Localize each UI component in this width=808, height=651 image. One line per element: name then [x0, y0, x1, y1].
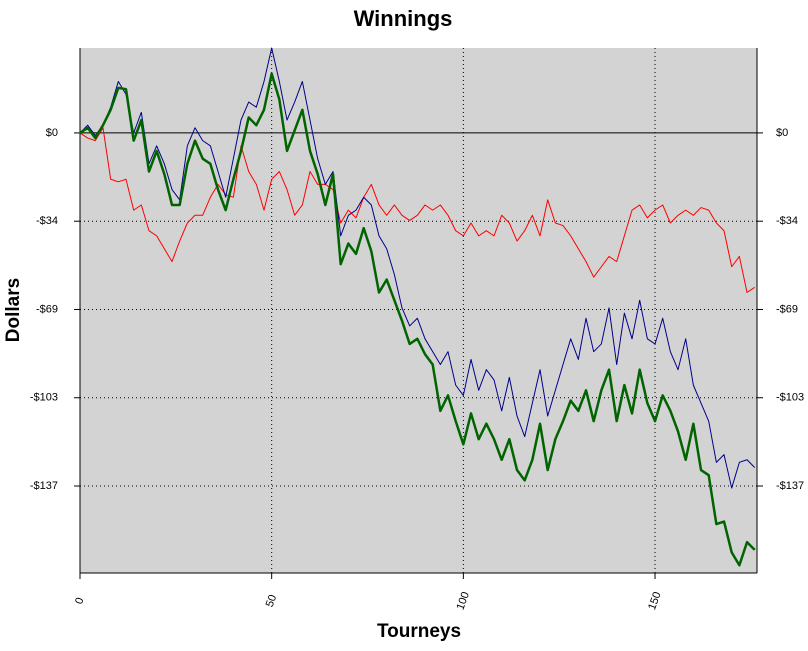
y2-tick-label: -$103	[776, 392, 804, 404]
line-series	[79, 47, 756, 489]
y-tick-label: -$34	[36, 215, 58, 227]
x-tick-label: 50	[264, 593, 279, 609]
y-tick-label: -$137	[30, 480, 58, 492]
y2-tick-label: -$34	[776, 215, 798, 227]
x-tick-label: 0	[73, 596, 86, 606]
y-axis-label: Dollars	[3, 278, 24, 342]
line-series	[79, 127, 755, 293]
y2-tick-label: -$69	[776, 303, 798, 315]
line-series	[79, 72, 756, 567]
y2-tick-label: $0	[776, 127, 788, 139]
x-tick-label: 150	[646, 590, 664, 611]
x-tick-label: 100	[454, 590, 472, 611]
plot-area	[80, 48, 757, 573]
x-axis-label: Tourneys	[377, 621, 461, 642]
y-tick-label: -$103	[30, 392, 58, 404]
y-tick-label: -$69	[36, 303, 58, 315]
chart-title: Winnings	[354, 6, 453, 31]
y2-tick-label: -$137	[776, 480, 804, 492]
y-tick-label: $0	[46, 127, 58, 139]
